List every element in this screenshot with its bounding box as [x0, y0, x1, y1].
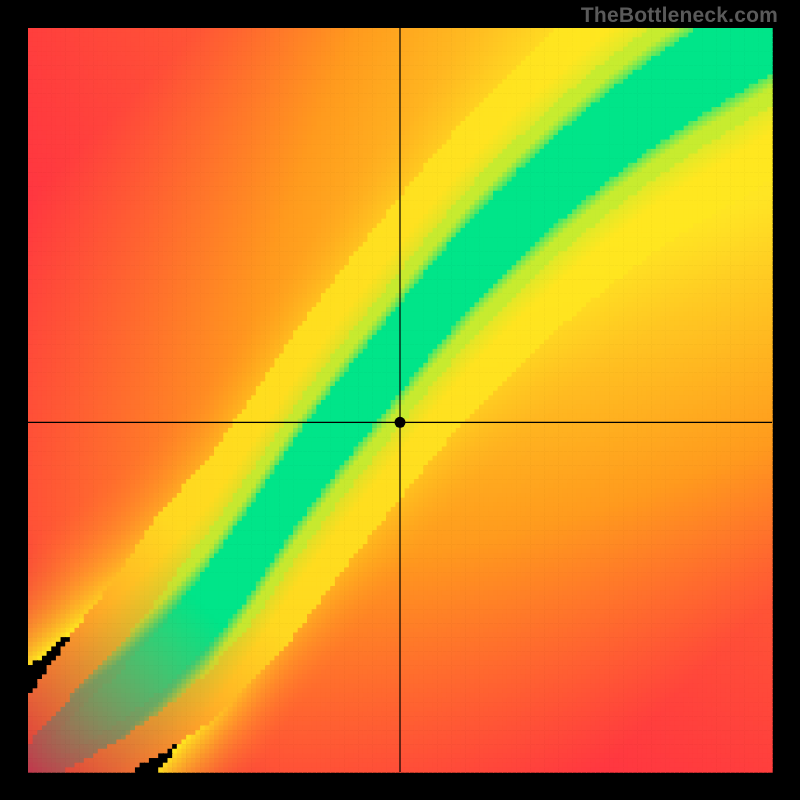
bottleneck-heatmap: [0, 0, 800, 800]
chart-container: TheBottleneck.com: [0, 0, 800, 800]
watermark-text: TheBottleneck.com: [581, 4, 778, 28]
